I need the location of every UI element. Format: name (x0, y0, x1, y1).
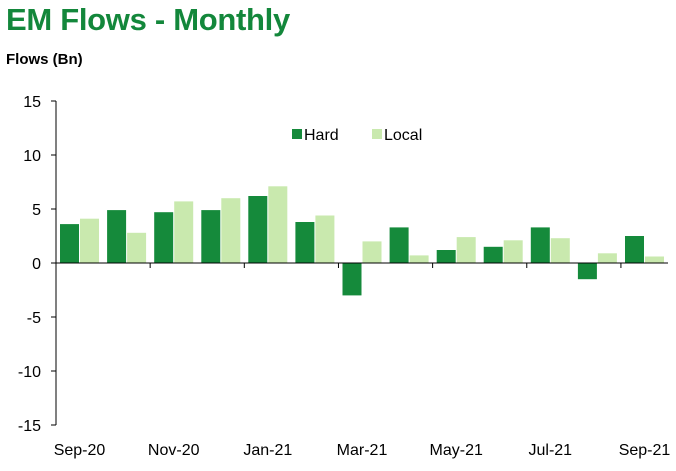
bar-hard-jun-21 (483, 246, 503, 263)
y-tick-label: 10 (23, 148, 41, 165)
bar-local-may-21 (456, 237, 476, 263)
bar-hard-feb-21 (295, 222, 315, 263)
bar-local-aug-21 (597, 253, 617, 263)
y-tick-label: 0 (32, 256, 41, 273)
bar-local-apr-21 (409, 255, 429, 263)
bar-local-nov-20 (174, 201, 194, 263)
legend-swatch-hard (292, 129, 302, 139)
x-tick-label: Sep-20 (54, 442, 106, 459)
bar-local-dec-20 (221, 198, 241, 263)
bar-local-oct-20 (127, 232, 147, 263)
axes-group (55, 101, 668, 425)
bar-hard-dec-20 (201, 210, 221, 263)
y-tick-label: -5 (27, 310, 41, 327)
legend-label-hard: Hard (304, 127, 339, 144)
x-tick-label: Jul-21 (529, 442, 573, 459)
chart-title: EM Flows - Monthly (6, 2, 290, 37)
x-ticks-group: Sep-20 Nov-20 Jan-21 Mar-21 May-21 Jul-21 Sep-… (54, 442, 671, 459)
bar-hard-jan-21 (248, 196, 268, 263)
x-tick-label: Jan-21 (243, 442, 292, 459)
bar-hard-mar-21 (342, 263, 362, 296)
bar-hard-may-21 (436, 250, 456, 263)
bar-local-sep-21 (645, 256, 664, 263)
bar-local-feb-21 (315, 215, 335, 263)
y-tick-label: -10 (18, 364, 41, 381)
y-tick-label: 5 (32, 202, 41, 219)
legend-label-local: Local (384, 127, 422, 144)
bar-local-jul-21 (550, 238, 570, 263)
x-tick-label: Mar-21 (337, 442, 388, 459)
bar-hard-apr-21 (389, 227, 409, 263)
bar-hard-sep-21 (625, 236, 644, 263)
bar-local-sep-20 (80, 218, 99, 263)
y-axis-label: Flows (Bn) (6, 51, 83, 68)
legend-swatch-local (372, 129, 382, 139)
y-tick-label: 15 (23, 94, 41, 111)
y-ticks-group: 15 10 5 0 -5 -10 -15 (18, 94, 56, 435)
bars-group (60, 186, 664, 296)
bar-local-jun-21 (503, 240, 523, 263)
bar-hard-oct-20 (107, 210, 127, 263)
x-tick-label: Nov-20 (148, 442, 200, 459)
bar-hard-nov-20 (154, 212, 174, 263)
legend: Hard Local (292, 127, 422, 144)
bar-hard-sep-20 (60, 224, 79, 263)
bar-local-mar-21 (362, 241, 382, 263)
bar-hard-jul-21 (530, 227, 550, 263)
bar-local-jan-21 (268, 186, 288, 263)
y-tick-label: -15 (18, 418, 41, 435)
x-tick-label: Sep-21 (619, 442, 671, 459)
x-tick-label: May-21 (430, 442, 483, 459)
bar-hard-aug-21 (577, 263, 597, 280)
